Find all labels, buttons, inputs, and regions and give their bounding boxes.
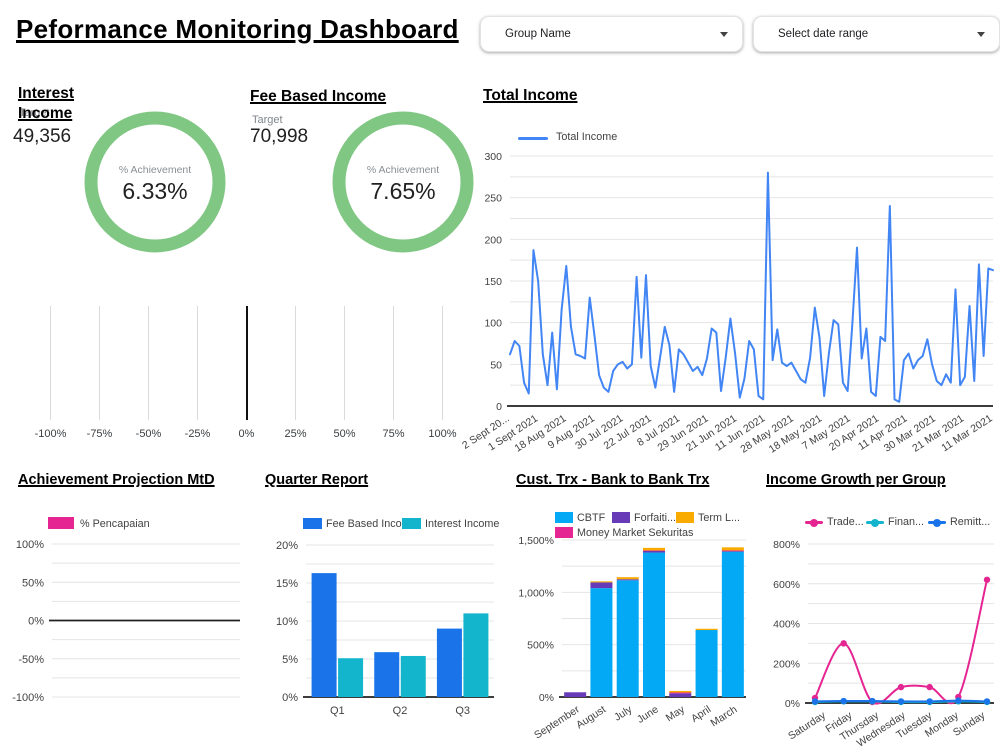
quarter-report-chart[interactable]: 0% 5% 10% 15% 20% Q1 Q2 Q3	[262, 532, 502, 732]
svg-text:250: 250	[484, 193, 502, 205]
gauge-label: % Achievement	[367, 164, 439, 176]
svg-text:0%: 0%	[539, 692, 554, 704]
trade-legend-marker	[805, 518, 823, 527]
fee-target-label: Target	[252, 114, 283, 126]
income-growth-chart[interactable]: 0%200%400%600%800%SaturdayFridayThursday…	[764, 532, 1000, 750]
axis-tick: 75%	[369, 306, 418, 440]
axis-tick: 50%	[320, 306, 369, 440]
svg-text:August: August	[574, 703, 608, 731]
page-title: Peformance Monitoring Dashboard	[16, 14, 459, 44]
svg-text:50: 50	[490, 359, 502, 371]
gauge-value: 6.33%	[122, 178, 187, 204]
axis-tick: 100%	[418, 306, 467, 440]
svg-text:100%: 100%	[16, 539, 44, 551]
cust-trx-title: Cust. Trx - Bank to Bank Trx	[516, 472, 710, 488]
svg-text:50%: 50%	[22, 577, 44, 589]
total-income-legend-label: Total Income	[556, 131, 618, 143]
fee-achievement-gauge[interactable]: % Achievement 7.65%	[330, 109, 476, 255]
svg-text:July: July	[612, 703, 635, 724]
quarter-report-title: Quarter Report	[265, 472, 369, 488]
interest-target-label: Target	[19, 107, 50, 119]
axis-tick: -75%	[75, 306, 124, 440]
group-name-dropdown-label: Group Name	[505, 28, 571, 40]
interest-legend-swatch	[402, 518, 421, 529]
svg-text:Q2: Q2	[393, 705, 408, 717]
gauge-label: % Achievement	[119, 164, 191, 176]
axis-tick: 25%	[271, 306, 320, 440]
svg-text:May: May	[664, 703, 688, 724]
forfaiting-legend-swatch	[612, 512, 630, 523]
remittance-legend-marker	[928, 518, 946, 527]
svg-text:200: 200	[484, 234, 502, 246]
svg-text:1,000%: 1,000%	[518, 587, 554, 599]
pencapaian-legend-label: % Pencapaian	[80, 518, 150, 530]
svg-text:10%: 10%	[276, 616, 298, 628]
gauge-percent-axis: -100% -75% -50% -25% 0% 25% 50% 75% 100%	[26, 306, 467, 440]
trade-legend-label: Trade...	[827, 516, 864, 528]
svg-text:1,500%: 1,500%	[518, 535, 554, 547]
cbtf-legend-label: CBTF	[577, 512, 606, 524]
axis-tick: -50%	[124, 306, 173, 440]
remittance-legend-label: Remitt...	[950, 516, 991, 528]
svg-text:Q1: Q1	[330, 705, 345, 717]
interest-target-value: 49,356	[13, 126, 72, 147]
svg-text:Q3: Q3	[455, 705, 470, 717]
svg-text:June: June	[635, 703, 661, 726]
svg-text:500%: 500%	[527, 640, 554, 652]
fee-target-value: 70,998	[250, 126, 309, 147]
group-name-dropdown[interactable]: Group Name	[480, 16, 743, 52]
svg-text:200%: 200%	[773, 658, 800, 670]
achievement-mtd-chart[interactable]: -100% -50% 0% 50% 100%	[8, 532, 258, 732]
finance-legend-label: Finan...	[888, 516, 925, 528]
svg-text:150: 150	[484, 276, 502, 288]
total-income-title: Total Income	[483, 87, 578, 104]
fee-based-income-title: Fee Based Income	[250, 88, 387, 105]
svg-text:400%: 400%	[773, 619, 800, 631]
fee-based-legend-swatch	[303, 518, 322, 529]
date-range-dropdown[interactable]: Select date range	[753, 16, 1000, 52]
term-loan-legend-swatch	[676, 512, 694, 523]
money-market-legend-swatch	[555, 527, 573, 538]
svg-text:0%: 0%	[28, 616, 44, 628]
cbtf-legend-swatch	[555, 512, 573, 523]
svg-text:20%: 20%	[276, 540, 298, 552]
svg-text:100: 100	[484, 318, 502, 330]
svg-text:0: 0	[496, 401, 502, 413]
interest-legend-label: Interest Income	[425, 518, 500, 530]
axis-tick: 0%	[222, 306, 271, 440]
svg-text:800%: 800%	[773, 539, 800, 551]
chevron-down-icon	[977, 31, 985, 37]
svg-text:300: 300	[484, 151, 502, 163]
pencapaian-legend-swatch	[48, 517, 74, 529]
axis-tick: -100%	[26, 306, 75, 440]
axis-tick: -25%	[173, 306, 222, 440]
finance-legend-marker	[866, 518, 884, 527]
svg-text:-50%: -50%	[18, 654, 44, 666]
interest-income-title: Interest Income	[18, 85, 74, 122]
svg-text:0%: 0%	[282, 692, 298, 704]
achievement-mtd-title: Achievement Projection MtD	[18, 472, 215, 488]
chevron-down-icon	[720, 31, 728, 37]
gauge-ring	[84, 111, 226, 253]
interest-achievement-gauge[interactable]: % Achievement 6.33%	[82, 109, 228, 255]
gauge-ring	[332, 111, 474, 253]
svg-text:5%: 5%	[282, 654, 298, 666]
total-income-legend-swatch	[518, 137, 548, 140]
svg-text:600%: 600%	[773, 579, 800, 591]
svg-text:0%: 0%	[785, 698, 800, 710]
svg-text:-100%: -100%	[12, 692, 44, 704]
svg-text:15%: 15%	[276, 578, 298, 590]
income-growth-title: Income Growth per Group	[766, 472, 946, 488]
svg-text:Saturday: Saturday	[786, 709, 828, 742]
money-market-legend-label: Money Market Sekuritas	[577, 527, 694, 539]
term-loan-legend-label: Term L...	[698, 512, 740, 524]
fee-based-legend-label: Fee Based Inco...	[326, 518, 411, 530]
svg-text:March: March	[708, 703, 739, 729]
forfaiting-legend-label: Forfaiti...	[634, 512, 676, 524]
gauge-value: 7.65%	[370, 178, 435, 204]
date-range-dropdown-label: Select date range	[778, 28, 869, 40]
